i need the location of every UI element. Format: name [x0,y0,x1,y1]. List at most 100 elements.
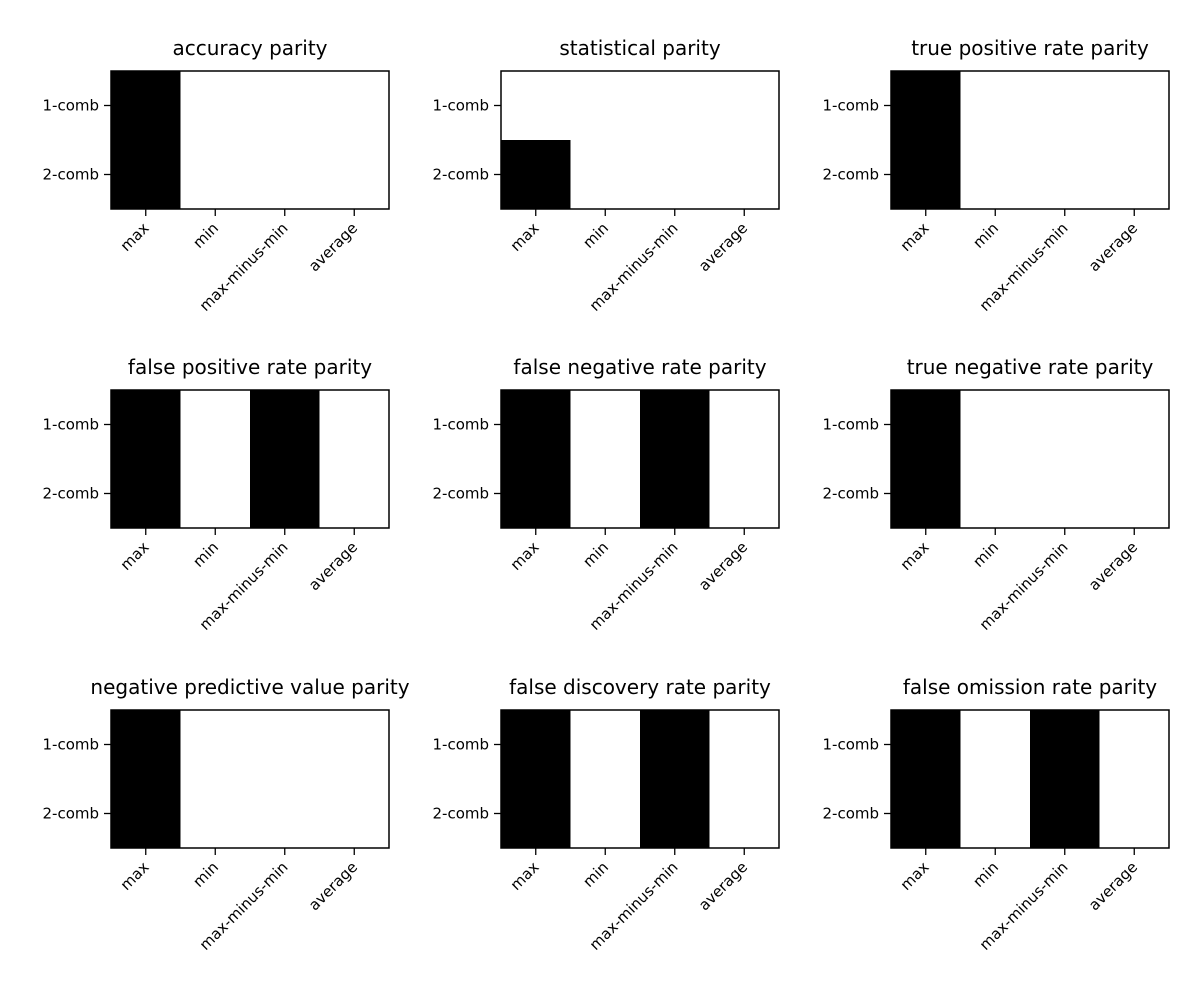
heatmap-cell [180,710,251,780]
panel-title: false positive rate parity [128,355,372,379]
panel-frame [110,709,390,849]
x-tick-label: max [117,858,153,894]
x-tick-label: average [1085,858,1141,914]
panel-frame [500,709,780,849]
heatmap-cell [501,140,571,210]
heatmap-cell [960,459,1031,529]
heatmap-cell [250,71,320,141]
x-tick-label: min [189,219,222,252]
heatmap-panel: false negative rate parity 1-comb 2-comb ma… [432,355,780,634]
x-tick-label: min [969,219,1002,252]
heatmap-cell [1099,779,1170,849]
x-tick-label: max [897,538,933,574]
x-tick-label: min [189,858,222,891]
panel-title: statistical parity [559,36,720,60]
y-tick-label: 1-comb [432,416,489,434]
x-tick-label: min [579,858,612,891]
heatmap-cell [891,779,961,849]
heatmap-cell [180,779,251,849]
heatmap-cell [1099,710,1170,780]
heatmap-cell [570,779,641,849]
heatmap-cell [111,140,181,210]
y-tick-label: 1-comb [42,97,99,115]
heatmap-cell [891,390,961,460]
panel-title: false negative rate parity [513,355,766,379]
x-tick-label: min [969,858,1002,891]
heatmap-cell [1030,779,1100,849]
heatmap-cell [180,390,251,460]
panel-frame [890,389,1170,529]
x-tick-label: max [507,219,543,255]
heatmap-cell [501,710,571,780]
heatmap-cell [319,779,390,849]
heatmap-cell [570,710,641,780]
y-tick-label: 2-comb [42,485,99,503]
heatmap-cell [1030,390,1100,460]
heatmap-cell [709,390,780,460]
heatmap-cell [1030,710,1100,780]
heatmap-cell [709,71,780,141]
heatmap-cell [180,140,251,210]
heatmap-cell [960,710,1031,780]
x-tick-label: min [579,219,612,252]
heatmap-cell [640,779,710,849]
heatmap-cell [501,71,571,141]
heatmap-cell [111,459,181,529]
y-tick-label: 2-comb [42,166,99,184]
heatmap-cell [570,71,641,141]
panel-frame [500,70,780,210]
heatmap-cell [250,710,320,780]
y-tick-label: 1-comb [822,97,879,115]
x-tick-label: average [305,219,361,275]
x-tick-label: max [117,538,153,574]
x-tick-label: average [695,858,751,914]
heatmap-cell [250,390,320,460]
x-tick-label: average [305,858,361,914]
heatmap-cell [1099,71,1170,141]
heatmap-cell [640,459,710,529]
y-tick-label: 2-comb [822,805,879,823]
heatmap-cell [1030,140,1100,210]
x-tick-label: max [897,858,933,894]
x-tick-label: average [1085,219,1141,275]
panel-title: false omission rate parity [903,675,1157,699]
x-tick-label: average [695,538,751,594]
heatmap-cell [319,71,390,141]
heatmap-cell [570,459,641,529]
heatmap-panel: false discovery rate parity 1-comb 2-comb m… [432,675,780,954]
panel-title: accuracy parity [173,36,328,60]
panel-frame [890,70,1170,210]
heatmap-cell [501,779,571,849]
panel-title: true positive rate parity [911,36,1149,60]
panel-title: negative predictive value parity [90,675,409,699]
heatmap-cell [709,779,780,849]
heatmap-cell [111,710,181,780]
heatmap-cell [709,140,780,210]
x-tick-label: average [305,538,361,594]
heatmap-cell [960,71,1031,141]
panel-frame [110,70,390,210]
x-tick-label: max [507,538,543,574]
y-tick-label: 1-comb [432,736,489,754]
heatmap-cell [1099,459,1170,529]
heatmap-cell [709,710,780,780]
x-tick-label: min [579,538,612,571]
y-tick-label: 2-comb [42,805,99,823]
y-tick-label: 1-comb [42,416,99,434]
heatmap-cell [319,710,390,780]
heatmap-cell [111,390,181,460]
heatmap-cell [501,390,571,460]
y-tick-label: 2-comb [822,166,879,184]
heatmap-cell [111,779,181,849]
heatmap-cell [1030,71,1100,141]
heatmap-cell [891,71,961,141]
heatmap-cell [891,140,961,210]
heatmap-cell [891,710,961,780]
heatmap-cell [640,390,710,460]
heatmap-cell [891,459,961,529]
heatmap-cell [319,459,390,529]
heatmap-cell [640,71,710,141]
